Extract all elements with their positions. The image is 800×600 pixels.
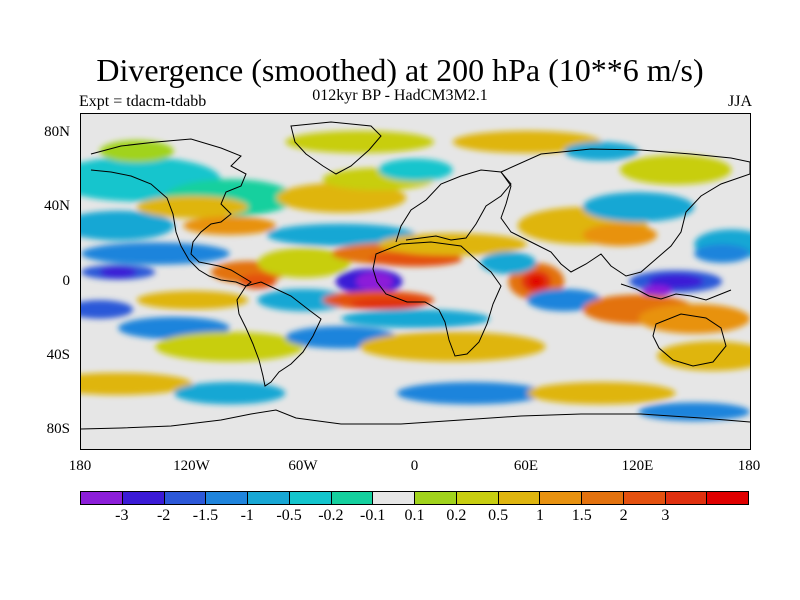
- colorbar-swatch: [456, 492, 499, 504]
- divergence-contour-patch: [396, 382, 546, 405]
- divergence-contour-patch: [81, 242, 230, 265]
- season-label: JJA: [727, 93, 752, 110]
- divergence-contour-patch: [657, 341, 750, 371]
- divergence-contour-patch: [356, 272, 394, 291]
- lon-tick-label: 60E: [513, 458, 539, 474]
- colorbar-tick-label: 1: [535, 507, 544, 524]
- divergence-contour-patch: [642, 285, 672, 297]
- chart-subtitle: 012kyr BP - HadCM3M2.1: [312, 87, 488, 104]
- colorbar-swatch: [122, 492, 165, 504]
- divergence-contour-patch: [266, 223, 416, 247]
- coastline-north-america: [90, 138, 252, 287]
- lon-tick-label: 180: [68, 458, 92, 474]
- colorbar-tick-label: 3: [661, 507, 670, 524]
- divergence-contour-patch: [183, 216, 277, 235]
- colorbar: [80, 491, 749, 505]
- divergence-contour-patch: [647, 274, 704, 289]
- colorbar-swatch: [582, 492, 624, 504]
- divergence-contour-patch: [136, 290, 249, 310]
- lat-tick-label: 0: [62, 272, 71, 289]
- colorbar-tick-label: -0.2: [318, 507, 344, 524]
- divergence-contour-patch: [480, 251, 537, 275]
- colorbar-swatch: [206, 492, 248, 504]
- divergence-contour-patch: [564, 141, 639, 161]
- lon-tick-label: 120W: [173, 458, 210, 474]
- lat-tick-label: 40N: [44, 198, 70, 215]
- divergence-contour-patch: [638, 402, 750, 422]
- divergence-contour-patch: [527, 288, 602, 312]
- coastline-australia: [652, 313, 727, 367]
- colorbar-swatch: [81, 492, 123, 504]
- divergence-contour-patch: [136, 195, 249, 219]
- coastline-asia: [500, 148, 750, 277]
- divergence-contour-patch: [276, 182, 407, 213]
- coastline-antarctica: [81, 409, 750, 430]
- colorbar-swatch: [248, 492, 290, 504]
- divergence-contour-patch: [359, 331, 546, 362]
- colorbar-swatch: [373, 492, 415, 504]
- divergence-contour-patch: [378, 158, 453, 181]
- divergence-contour-patch: [528, 275, 544, 288]
- divergence-contour-patch: [257, 248, 351, 278]
- lon-tick-label: 120E: [621, 458, 654, 474]
- colorbar-swatch: [415, 492, 457, 504]
- colorbar-tick-label: -3: [115, 507, 129, 524]
- lon-tick-label: 180: [737, 458, 761, 474]
- lon-tick-label: 0: [410, 458, 419, 474]
- lat-tick-label: 80S: [46, 421, 70, 438]
- divergence-contour-patch: [527, 382, 676, 405]
- chart-title: Divergence (smoothed) at 200 hPa (10**6 …: [96, 52, 704, 88]
- coastline-greenland: [290, 121, 382, 175]
- divergence-contour-patch: [81, 372, 193, 396]
- divergence-contour-patch: [638, 303, 750, 334]
- map-panel: [80, 113, 751, 450]
- lat-tick-label: 40S: [46, 346, 70, 363]
- divergence-contour-patch: [619, 154, 732, 185]
- divergence-map: [81, 114, 750, 449]
- colorbar-swatch: [498, 492, 541, 504]
- colorbar-tick-label: -1: [240, 507, 254, 524]
- coastline-europe: [395, 169, 512, 243]
- colorbar-swatch: [164, 492, 207, 504]
- lon-tick-label: 60W: [288, 458, 318, 474]
- colorbar-tick-label: 0.1: [404, 507, 425, 524]
- divergence-contour-patch: [81, 300, 134, 319]
- divergence-contour-patch: [582, 223, 658, 247]
- divergence-contour-patch: [99, 266, 137, 278]
- colorbar-tick-label: 0.2: [446, 507, 467, 524]
- divergence-contour-patch: [369, 251, 462, 267]
- divergence-contour-patch: [81, 210, 174, 241]
- colorbar-tick-label: 0.5: [488, 507, 509, 524]
- coastline-maritime-continent: [620, 283, 732, 301]
- divergence-contour-patch: [452, 130, 602, 154]
- divergence-contour-patch: [350, 298, 425, 310]
- divergence-contour-patch: [341, 309, 490, 329]
- coastline-africa: [372, 241, 502, 357]
- colorbar-tick-label: -1.5: [192, 507, 219, 524]
- coastlines: [81, 121, 750, 430]
- divergence-contour-patch: [155, 331, 304, 362]
- divergence-contour-patch: [285, 130, 435, 154]
- divergence-contour-patch: [99, 140, 174, 163]
- colorbar-swatch: [665, 492, 708, 504]
- divergence-contour-patch: [257, 288, 351, 312]
- colorbar-swatch: [707, 492, 748, 504]
- divergence-field: [81, 130, 750, 422]
- colorbar-swatch: [289, 492, 332, 504]
- divergence-contour-patch: [173, 382, 286, 405]
- colorbar-tick-label: 2: [619, 507, 628, 524]
- colorbar-swatch: [331, 492, 374, 504]
- colorbar-swatch: [540, 492, 582, 504]
- colorbar-swatch: [623, 492, 666, 504]
- divergence-contour-patch: [582, 192, 695, 222]
- coastline-south-america: [236, 281, 322, 387]
- colorbar-tick-label: -2: [156, 507, 171, 524]
- colorbar-tick-label: -0.5: [276, 507, 302, 524]
- colorbar-tick-label: 1.5: [571, 507, 592, 524]
- lat-tick-label: 80N: [44, 123, 70, 140]
- experiment-label: Expt = tdacm-tdabb: [79, 93, 207, 110]
- divergence-contour-patch: [694, 244, 750, 263]
- colorbar-tick-label: -0.1: [360, 507, 386, 524]
